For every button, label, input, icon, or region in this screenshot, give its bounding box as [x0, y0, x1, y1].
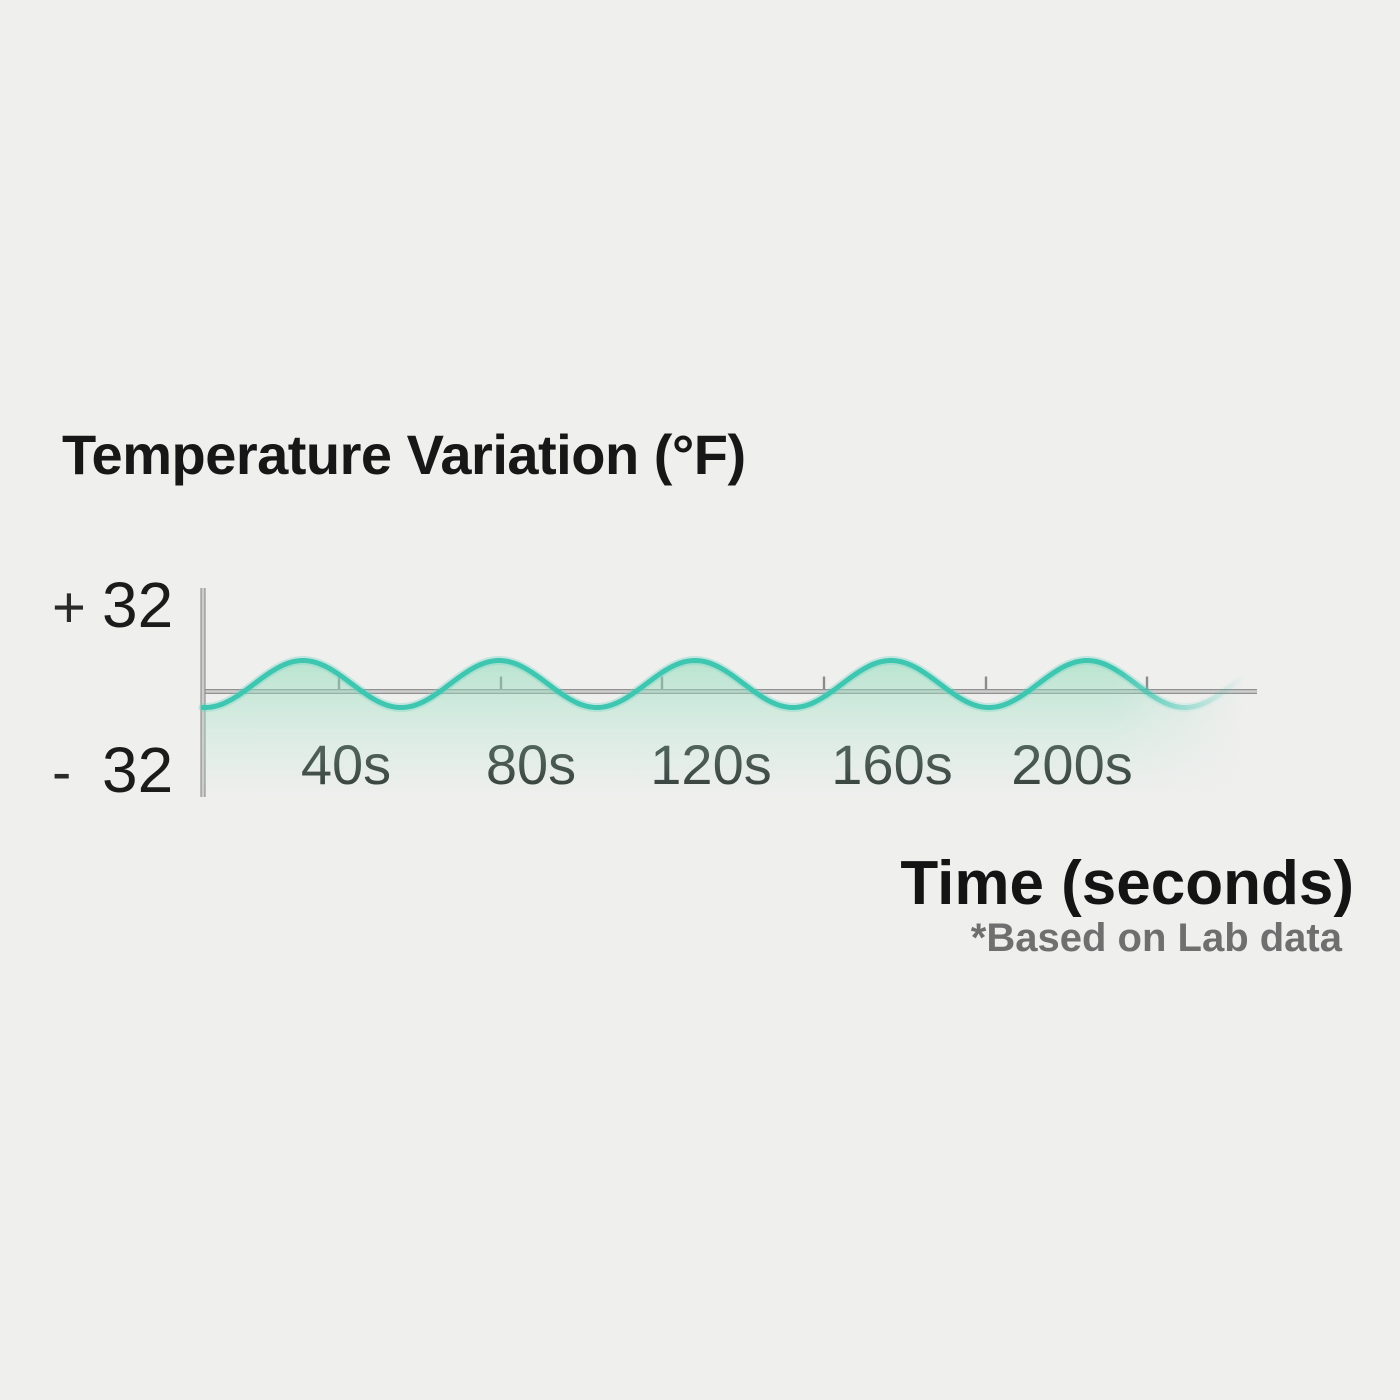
- x-axis-title: Time (seconds): [900, 849, 1354, 918]
- chart-title: Temperature Variation (°F): [62, 423, 746, 486]
- axis-tick: [337, 676, 341, 689]
- temperature-wave-line: [200, 657, 1250, 711]
- x-axis-line: [203, 689, 1257, 694]
- axis-tick: [660, 676, 664, 689]
- y-axis-value-top: 32: [102, 569, 174, 641]
- x-tick-label: 80s: [485, 733, 577, 796]
- x-tick-label: 40s: [300, 733, 392, 796]
- footnote: *Based on Lab data: [970, 916, 1342, 960]
- y-axis-label-minus-32: -32: [52, 733, 173, 807]
- minus-sign: -: [52, 740, 72, 805]
- x-tick-label: 200s: [1011, 733, 1133, 796]
- x-tick-label: 160s: [831, 733, 953, 796]
- axis-tick: [1145, 676, 1149, 689]
- x-axis-labels: 40s 80s 120s 160s 200s: [0, 732, 1400, 804]
- plus-sign: +: [52, 575, 86, 640]
- axis-tick: [499, 676, 503, 689]
- axis-tick: [984, 676, 988, 689]
- y-axis-value-bottom: 32: [102, 734, 174, 806]
- axis-ticks: [337, 676, 1149, 689]
- x-tick-label: 120s: [650, 733, 772, 796]
- axis-tick: [822, 676, 826, 689]
- wave-glow: [198, 655, 1252, 713]
- y-axis-label-plus-32: +32: [52, 568, 173, 642]
